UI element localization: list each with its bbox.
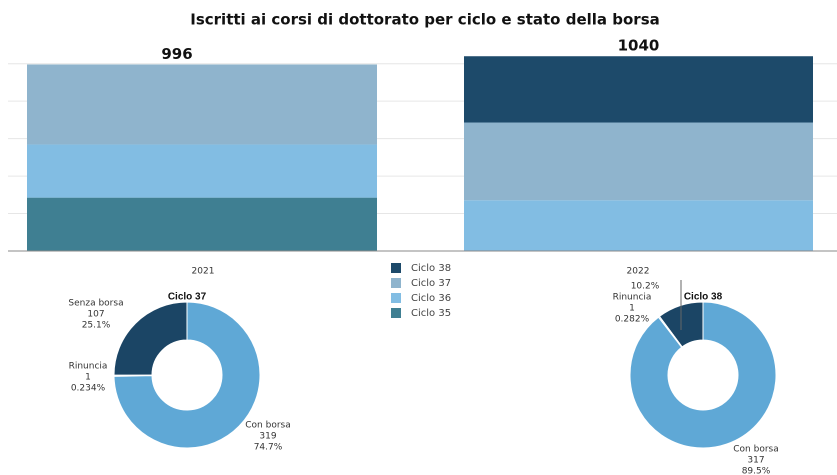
slice-name: Rinuncia xyxy=(613,293,652,303)
category-label: 2022 xyxy=(627,267,650,277)
slice-percent: 25.1% xyxy=(82,321,111,331)
legend-label: Ciclo 38 xyxy=(411,263,451,274)
category-label: 2021 xyxy=(192,267,215,277)
slice-percent: 10.2% xyxy=(631,282,660,292)
legend-swatch xyxy=(391,278,401,288)
bar-segment xyxy=(464,122,813,201)
donut-slice xyxy=(113,301,188,376)
slice-name: Rinuncia xyxy=(69,362,108,372)
bar-segment xyxy=(27,64,377,145)
slice-percent: 89.5% xyxy=(742,467,771,475)
slice-count: 1 xyxy=(85,373,91,383)
slice-percent: 0.234% xyxy=(71,384,106,394)
donut-slice xyxy=(629,301,777,449)
legend-label: Ciclo 37 xyxy=(411,278,451,289)
slice-percent: 0.282% xyxy=(615,315,650,325)
slice-percent: 74.7% xyxy=(254,443,283,453)
legend-swatch xyxy=(391,263,401,273)
total-label: 1040 xyxy=(618,37,660,55)
bar-segment xyxy=(27,197,377,251)
slice-count: 1 xyxy=(629,304,635,314)
slice-name: Con borsa xyxy=(245,421,290,431)
legend-swatch xyxy=(391,308,401,318)
slice-count: 319 xyxy=(259,432,276,442)
chart-title: Iscritti ai corsi di dottorato per ciclo… xyxy=(190,11,660,29)
slice-name: Senza borsa xyxy=(68,299,123,309)
legend-swatch xyxy=(391,293,401,303)
slice-name: Con borsa xyxy=(733,445,778,455)
donut-slice xyxy=(113,301,261,449)
slice-count: 107 xyxy=(87,310,104,320)
bar-segment xyxy=(27,144,377,198)
legend-label: Ciclo 35 xyxy=(411,308,451,319)
donut-title: Ciclo 37 xyxy=(168,292,207,303)
bar-segment xyxy=(464,200,813,251)
slice-count: 317 xyxy=(747,456,764,466)
bar-segment xyxy=(464,56,813,123)
total-label: 996 xyxy=(161,45,192,63)
legend-label: Ciclo 36 xyxy=(411,293,451,304)
donut-title: Ciclo 38 xyxy=(684,292,723,303)
